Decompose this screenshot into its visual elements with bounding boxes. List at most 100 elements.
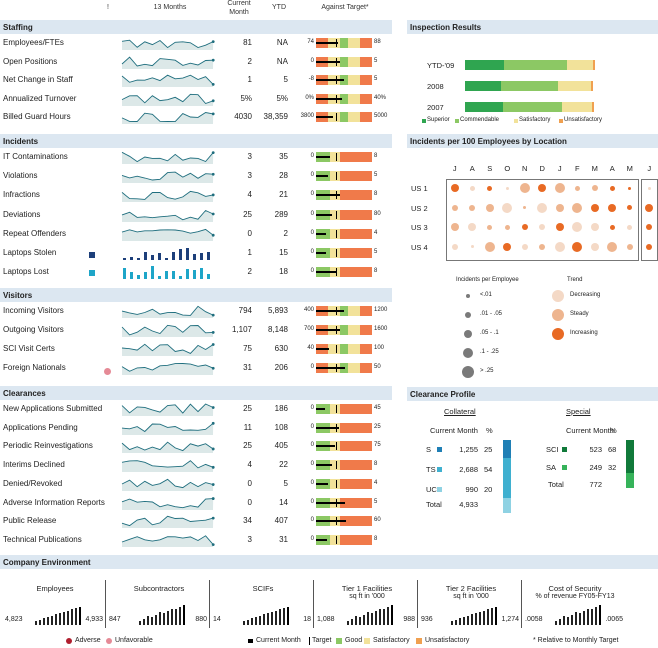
metric-current-month: 2 <box>247 267 252 276</box>
spark-end-point <box>211 99 215 103</box>
env-spark-bar <box>171 609 173 625</box>
spark-bar <box>123 268 126 279</box>
spark-line <box>121 39 214 49</box>
env-spark-bar <box>479 612 481 625</box>
target-high: 8 <box>374 461 378 467</box>
spark-bar <box>207 252 210 260</box>
special-value: 249 <box>589 463 602 472</box>
incident-dot <box>647 186 651 190</box>
env-spark-bar <box>451 621 453 625</box>
env-spark-bar <box>351 619 353 625</box>
env-spark-bar <box>251 618 253 625</box>
inspection-legend-swatch <box>559 119 563 123</box>
env-spark-bar <box>183 605 185 625</box>
metric-label: Outgoing Visitors <box>3 325 64 334</box>
bullet-measure <box>316 116 333 118</box>
spark-end-point <box>211 331 215 334</box>
bullet-measure <box>316 175 328 177</box>
sparkline-chart <box>121 112 215 124</box>
bullet-measure <box>316 233 326 235</box>
env-spark-bar <box>387 607 389 625</box>
spark-bar <box>165 258 168 260</box>
env-high-value: 1,274 <box>501 616 519 623</box>
bullet-target <box>336 230 337 238</box>
env-spark-bar <box>371 613 373 625</box>
env-spark-bar <box>475 613 477 625</box>
env-spark-bar <box>39 620 41 625</box>
bullet-band <box>348 112 360 122</box>
metric-ytd: 289 <box>274 210 288 219</box>
inspection-bar-segment <box>558 81 591 91</box>
metric-ytd: 108 <box>274 423 288 432</box>
bullet-band <box>360 94 372 104</box>
good-swatch-icon <box>336 638 342 644</box>
collateral-value: 2,688 <box>459 465 478 474</box>
special-value: 523 <box>589 445 602 454</box>
bullet-target <box>336 307 337 315</box>
bullet-measure <box>316 310 344 312</box>
metric-ytd: 18 <box>279 267 288 276</box>
bullet-band <box>360 38 372 48</box>
collateral-type: S <box>426 445 432 454</box>
metric-ytd: 8,148 <box>267 325 288 334</box>
bullet-graph <box>316 38 372 48</box>
inspection-legend-swatch <box>422 119 426 123</box>
target-low: 0 <box>310 499 314 505</box>
location-label: US 1 <box>411 184 428 193</box>
metric-ytd: 5 <box>283 479 288 488</box>
bullet-graph <box>316 516 372 526</box>
metric-label: Periodic Reinvestigations <box>3 441 93 450</box>
metric-current-month: 31 <box>243 363 252 372</box>
bullet-band <box>348 325 360 335</box>
inspection-bar-segment <box>567 60 593 70</box>
incident-dot <box>451 204 458 211</box>
bullet-measure <box>316 367 345 369</box>
col-header-against-target: Against Target* <box>321 4 369 11</box>
spark-end-point <box>211 82 215 86</box>
bullet-target <box>336 480 337 488</box>
bullet-measure <box>316 427 339 429</box>
metric-ytd: 22 <box>279 460 288 469</box>
env-high-value: 880 <box>195 616 207 623</box>
section-visitors: Visitors <box>0 288 392 302</box>
bullet-band <box>360 306 372 316</box>
incident-dot <box>609 224 615 230</box>
spark-bar <box>130 272 133 279</box>
env-spark-bar <box>563 616 565 625</box>
month-header: J <box>452 164 457 173</box>
incident-dot <box>590 223 599 231</box>
bullet-graph <box>316 344 372 354</box>
bullet-band <box>340 248 372 258</box>
target-low: 3800 <box>300 113 314 119</box>
bullet-band <box>330 248 340 258</box>
target-low: 0 <box>310 536 314 542</box>
collateral-swatch <box>437 447 442 452</box>
target-low: 74 <box>307 39 314 45</box>
spark-end-point <box>211 465 215 469</box>
bullet-band <box>330 479 340 489</box>
bullet-band <box>348 38 360 48</box>
spark-line <box>121 93 214 105</box>
bullet-band <box>340 267 372 277</box>
target-low: 0 <box>310 268 314 274</box>
env-spark-bar <box>79 607 81 625</box>
bullet-target <box>336 172 337 180</box>
spark-bar <box>172 271 175 279</box>
spark-end-point <box>211 112 215 116</box>
spark-line <box>121 460 214 469</box>
spark-end-point <box>211 406 215 409</box>
target-low: 0 <box>310 58 314 64</box>
spark-end-point <box>211 212 215 216</box>
incident-dot <box>523 206 527 209</box>
legend-satisfactory: Satisfactory <box>373 637 410 644</box>
sparkline-chart <box>121 324 215 337</box>
bullet-band <box>348 363 360 373</box>
bullet-measure <box>316 502 345 504</box>
spark-line <box>121 498 214 509</box>
env-spark-bar <box>75 608 77 625</box>
special-total-value: 772 <box>589 480 602 489</box>
spark-bar <box>144 272 147 279</box>
spark-area <box>122 535 214 547</box>
legend-trend-label: Decreasing <box>570 292 601 298</box>
target-low: 0 <box>310 364 314 370</box>
